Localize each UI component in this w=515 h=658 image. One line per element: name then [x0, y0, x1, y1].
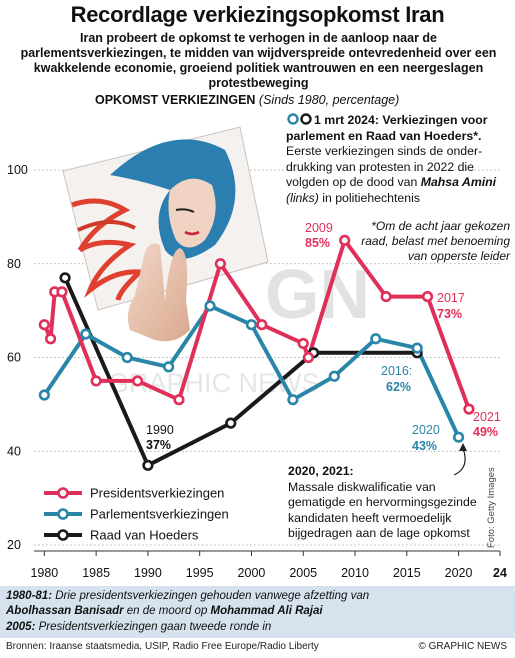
point-0-6: [173, 394, 185, 406]
page-title: Recordlage verkiezingsopkomst Iran: [70, 2, 445, 27]
point-0-8: [256, 319, 268, 331]
footnote: *Om de acht jaar gekozen raad, belast me…: [361, 219, 510, 263]
annotation-2024-links: (links): [286, 190, 319, 205]
point-1-0: [38, 389, 50, 401]
label-2017-year: 2017: [437, 291, 465, 305]
annotation-2024-body: Eerste verkiezingen sinds de onder-drukk…: [286, 144, 483, 189]
credit: © GRAPHIC NEWS: [418, 641, 508, 652]
point-2-2: [225, 417, 237, 429]
note-1980-81-cont: Abolhassan Banisadr en de moord op Moham…: [6, 605, 323, 617]
annotation-2020-2021-body: Massale diskwalificatie van gematigde en…: [288, 479, 477, 541]
annotation-2020-2021-head: 2020, 2021:: [288, 464, 354, 478]
point-1-2: [121, 351, 133, 364]
y-tick-label-20: 20: [7, 538, 21, 552]
label-1990-value: 37%: [146, 438, 171, 452]
point-1-8: [370, 333, 382, 345]
legend-label-1: Parlementsverkiezingen: [90, 507, 229, 522]
point-0-14: [463, 403, 475, 415]
point-2-0: [59, 272, 71, 284]
x-tick-label-2010: 2010: [341, 566, 369, 580]
annotation-2024-name: Mahsa Amini: [420, 175, 497, 189]
annotation-2020-2021: 2020, 2021: Massale diskwalificatie van …: [288, 464, 488, 542]
photo-credit: Foto: Getty Images: [486, 467, 497, 548]
y-tick-label-60: 60: [7, 351, 21, 365]
point-1-6: [287, 394, 299, 406]
legend-marker-2: [57, 529, 69, 541]
point-0-10: [302, 351, 315, 364]
legend-marker-0: [57, 487, 69, 499]
legend-label-2: Raad van Hoeders: [90, 528, 199, 543]
chart: GN GRAPHIC NEWS 20 40 60 80 100 1980 1985 1990…: [7, 113, 507, 580]
point-1-3: [163, 361, 175, 373]
watermark: GN GRAPHIC NEWS: [108, 255, 370, 398]
legend-label-0: Presidentsverkiezingen: [90, 486, 224, 501]
point-0-11: [339, 234, 351, 246]
x-tick-label-1985: 1985: [82, 566, 110, 580]
label-1990-year: 1990: [146, 423, 174, 437]
y-tick-label-100: 100: [7, 163, 28, 177]
series-points: [38, 234, 475, 471]
label-2016-year: 2016:: [381, 364, 412, 378]
chart-heading-main: OPKOMST VERKIEZINGEN: [95, 93, 256, 107]
data-labels: 2009 85% 2017 73% 2021 49% 2016: 62% 202…: [146, 221, 501, 453]
point-1-4: [204, 300, 216, 312]
x-tick-label-1980: 1980: [30, 566, 58, 580]
label-2021-value: 49%: [473, 425, 498, 439]
annotation-marker: [287, 113, 312, 125]
point-1-7: [328, 370, 340, 382]
x-axis: 1980 1985 1990 1995 2000 2005 2010 2015 2020 24: [30, 550, 507, 580]
point-0-0: [38, 319, 50, 331]
chart-heading-sub: (Sinds 1980, percentage): [258, 93, 400, 107]
label-2016-value: 62%: [386, 380, 411, 394]
x-tick-label-1995: 1995: [186, 566, 214, 580]
point-1-10: [452, 431, 465, 443]
x-tick-label-2015: 2015: [393, 566, 421, 580]
label-2021-year: 2021: [473, 410, 501, 424]
y-tick-label-40: 40: [7, 444, 21, 458]
point-0-7: [214, 258, 226, 270]
arrow-head: [459, 443, 467, 451]
point-1-1: [80, 328, 92, 340]
sources: Bronnen: Iraanse staatsmedia, USIP, Radi…: [6, 641, 319, 652]
hand-shape: [127, 243, 190, 342]
note-2005: 2005: Presidentsverkiezingen gaan tweede…: [6, 621, 272, 633]
x-tick-label-2020: 2020: [445, 566, 473, 580]
point-1-9: [411, 342, 423, 354]
y-axis: 20 40 60 80 100: [7, 163, 28, 552]
note-1980-81: 1980-81: Drie presidentsverkiezingen geh…: [6, 590, 370, 602]
point-1-5: [245, 319, 258, 331]
legend-marker-1: [57, 508, 69, 520]
label-2017-value: 73%: [437, 307, 462, 321]
annotation-2024: 1 mrt 2024: Verkiezingen voor parlement …: [286, 113, 512, 206]
point-0-9: [297, 337, 309, 350]
point-0-1: [44, 333, 57, 345]
label-2020-year: 2020: [412, 423, 440, 437]
x-tick-label-2005: 2005: [289, 566, 317, 580]
annotation-arrow: [453, 447, 466, 476]
point-0-4: [90, 375, 102, 387]
point-0-3: [56, 286, 68, 298]
annotation-2024-body-end: in politiehechtenis: [318, 190, 420, 205]
y-tick-label-80: 80: [7, 257, 21, 271]
point-0-12: [380, 290, 392, 303]
x-tick-label-1990: 1990: [134, 566, 162, 580]
watermark-gn: GN: [265, 255, 370, 333]
x-tick-label-24: 24: [493, 566, 507, 580]
chart-heading: OPKOMST VERKIEZINGEN (Sinds 1980, percen…: [95, 93, 399, 107]
point-2-1: [142, 459, 154, 471]
annotation-2024-head: 1 mrt 2024: Verkiezingen voor parlement …: [286, 113, 488, 143]
point-0-5: [131, 375, 144, 387]
notes-box: 1980-81: Drie presidentsverkiezingen geh…: [0, 586, 515, 638]
label-2009-value: 85%: [305, 236, 330, 250]
label-2009-year: 2009: [305, 221, 333, 235]
legend: Presidentsverkiezingen Parlementsverkiezi…: [44, 486, 229, 543]
label-2020-value: 43%: [412, 439, 437, 453]
point-0-13: [421, 290, 434, 303]
x-tick-label-2000: 2000: [238, 566, 266, 580]
protest-poster-illustration: [62, 126, 269, 342]
subtitle: Iran probeert de opkomst te verhogen in …: [20, 31, 497, 90]
